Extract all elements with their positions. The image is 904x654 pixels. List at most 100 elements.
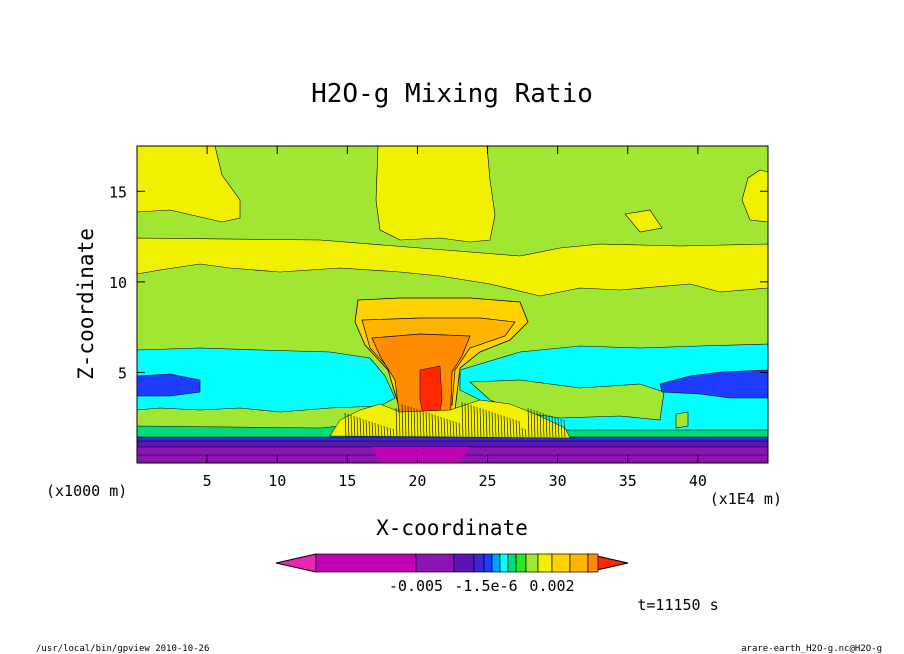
turbulence-stroke — [512, 418, 515, 438]
x-tick-label-2: 15 — [338, 472, 356, 490]
x-tick-label-6: 35 — [619, 472, 637, 490]
x-tick-label-4: 25 — [479, 472, 497, 490]
turbulence-stroke — [509, 417, 512, 438]
colorbar-label-0: -0.005 — [389, 577, 443, 595]
turbulence-stroke — [548, 414, 551, 438]
turbulence-stroke — [470, 404, 473, 438]
turbulence-stroke — [467, 403, 470, 438]
turbulence-stroke — [539, 411, 542, 438]
turbulence-stroke — [494, 412, 497, 438]
turbulence-stroke — [455, 421, 458, 438]
colorbar — [275, 553, 629, 573]
colorbar-swatch-12 — [569, 553, 589, 573]
turbulence-stroke — [386, 426, 389, 438]
colorbar-swatch-2 — [453, 553, 475, 573]
turbulence-stroke — [518, 420, 521, 438]
y-axis-unit: (x1000 m) — [46, 482, 127, 500]
turbulence-stroke — [440, 416, 443, 438]
turbulence-stroke — [482, 408, 485, 438]
x-tick-label-1: 10 — [268, 472, 286, 490]
turbulence-stroke — [524, 428, 527, 438]
turbulence-stroke — [344, 412, 347, 438]
footer-right: arare-earth_H2O-g.nc@H2O-g — [741, 644, 882, 654]
turbulence-stroke — [422, 410, 425, 438]
turbulence-stroke — [437, 415, 440, 438]
turbulence-stroke — [368, 420, 371, 438]
turbulence-stroke — [485, 409, 488, 438]
colorbar-swatch-9 — [525, 553, 539, 573]
turbulence-stroke — [347, 413, 350, 438]
x-axis-ticks: 5 10 15 20 25 30 35 40 — [203, 146, 707, 490]
turbulence-stroke — [533, 409, 536, 438]
turbulence-stroke — [416, 408, 419, 438]
turbulence-stroke — [353, 415, 356, 438]
turbulence-stroke — [452, 420, 455, 438]
colorbar-swatch-5 — [491, 553, 501, 573]
chart-title: H2O-g Mixing Ratio — [311, 79, 593, 109]
turbulence-stroke — [431, 413, 434, 438]
turbulence-stroke — [389, 427, 392, 438]
turbulence-stroke — [464, 402, 467, 438]
y-tick-label-1: 10 — [109, 274, 127, 292]
turbulence-stroke — [401, 403, 404, 438]
turbulence-stroke — [557, 417, 560, 438]
colorbar-swatch-0 — [315, 553, 417, 573]
colorbar-labels: -0.005 -1.5e-6 0.002 — [389, 577, 575, 595]
turbulence-stroke — [407, 405, 410, 438]
turbulence-stroke — [443, 417, 446, 438]
x-tick-label-0: 5 — [203, 472, 212, 490]
turbulence-stroke — [551, 415, 554, 438]
turbulence-stroke — [497, 413, 500, 438]
colorbar-swatch-6 — [499, 553, 509, 573]
turbulence-stroke — [428, 412, 431, 438]
turbulence-stroke — [365, 419, 368, 438]
turbulence-stroke — [506, 416, 509, 438]
turbulence-stroke — [554, 416, 557, 438]
turbulence-stroke — [359, 417, 362, 438]
turbulence-stroke — [473, 405, 476, 438]
y-tick-label-2: 15 — [109, 183, 127, 201]
turbulence-stroke — [425, 411, 428, 438]
turbulence-stroke — [488, 410, 491, 438]
time-label: t=11150 s — [637, 596, 718, 614]
x-tick-label-3: 20 — [408, 472, 426, 490]
turbulence-stroke — [479, 407, 482, 438]
turbulence-stroke — [545, 413, 548, 438]
turbulence-stroke — [383, 425, 386, 438]
colorbar-swatch-8 — [515, 553, 527, 573]
turbulence-stroke — [404, 404, 407, 438]
turbulence-stroke — [446, 418, 449, 438]
turbulence-stroke — [413, 407, 416, 438]
turbulence-stroke — [542, 412, 545, 438]
x-axis-unit: (x1E4 m) — [710, 490, 782, 508]
turbulence-stroke — [461, 401, 464, 438]
turbulence-stroke — [521, 427, 524, 438]
x-tick-label-7: 40 — [689, 472, 707, 490]
turbulence-stroke — [362, 418, 365, 438]
y-axis-ticks: 5 10 15 — [109, 183, 768, 382]
y-axis-label: Z-coordinate — [74, 228, 98, 380]
colorbar-label-1: -1.5e-6 — [454, 577, 517, 595]
turbulence-stroke — [419, 409, 422, 438]
turbulence-stroke — [395, 407, 398, 438]
colorbar-swatch-10 — [537, 553, 553, 573]
colorbar-swatch-11 — [551, 553, 571, 573]
turbulence-stroke — [536, 410, 539, 438]
turbulence-stroke — [491, 411, 494, 438]
turbulence-stroke — [377, 423, 380, 438]
turbulence-stroke — [476, 406, 479, 438]
turbulence-stroke — [560, 418, 563, 438]
colorbar-swatch-4 — [483, 553, 493, 573]
turbulence-stroke — [434, 414, 437, 438]
turbulence-stroke — [515, 419, 518, 438]
contour-field — [137, 146, 768, 463]
turbulence-stroke — [458, 422, 461, 438]
plot-frame — [136, 145, 769, 464]
turbulence-stroke — [398, 408, 401, 438]
colorbar-swatch-7 — [507, 553, 517, 573]
turbulence-stroke — [527, 407, 530, 438]
turbulence-stroke — [530, 408, 533, 438]
turbulence-stroke — [410, 406, 413, 438]
turbulence-stroke — [350, 414, 353, 438]
